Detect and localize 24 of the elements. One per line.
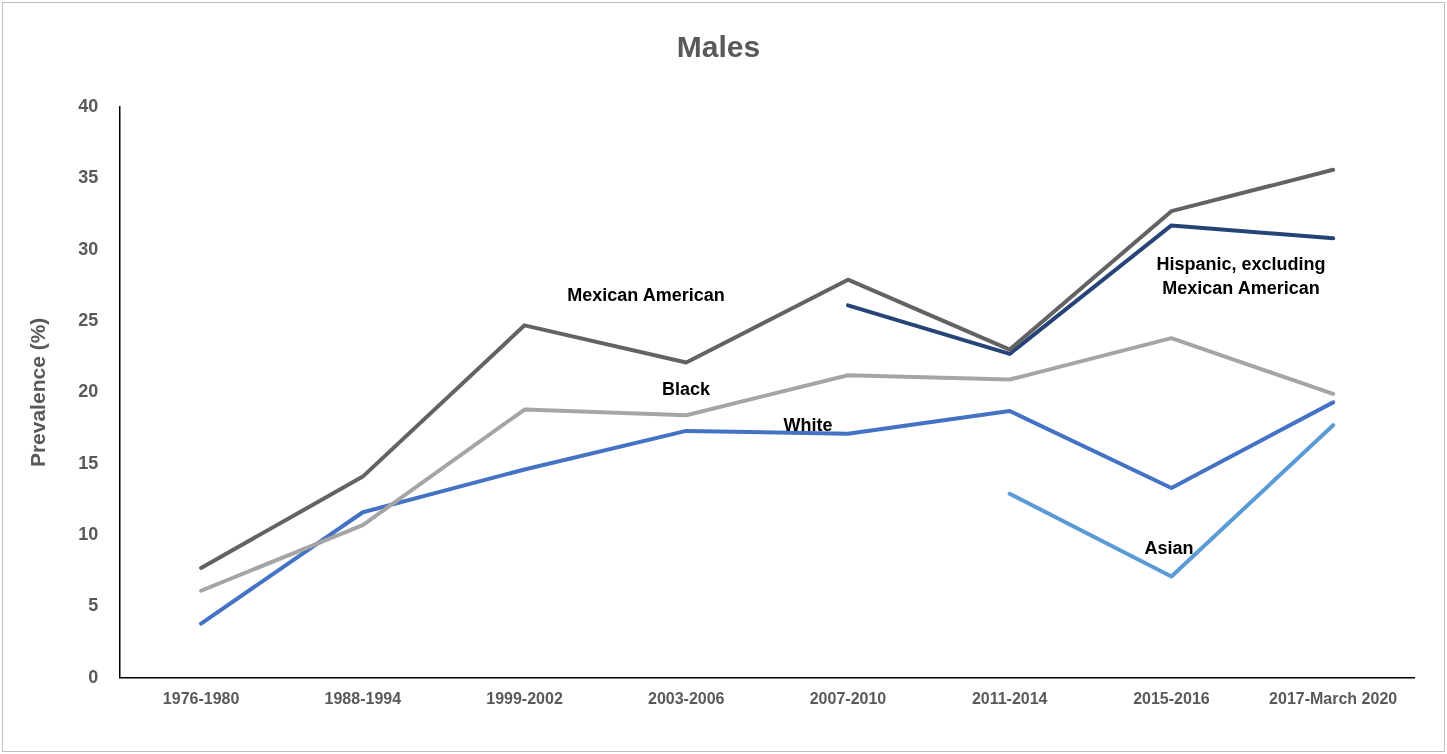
y-tick-label: 25 <box>78 310 99 331</box>
x-tick-label: 2015-2016 <box>1133 689 1210 707</box>
x-tick-label: 2003-2006 <box>647 689 725 707</box>
y-tick-label: 0 <box>88 666 99 687</box>
y-axis-title: Prevalence (%) <box>26 317 50 468</box>
x-tick-label: 1999-2002 <box>486 689 563 707</box>
chart-title: Males <box>676 30 761 64</box>
y-tick-label: 35 <box>78 167 99 188</box>
x-tick-label: 2007-2010 <box>809 689 887 707</box>
y-tick-label: 20 <box>78 381 99 402</box>
x-tick-label: 2011-2014 <box>971 689 1048 707</box>
x-tick-label: 1988-1994 <box>324 689 402 707</box>
y-tick-label: 5 <box>88 595 99 616</box>
series-label: Mexican American <box>567 284 725 305</box>
series-label: White <box>783 414 833 435</box>
x-tick-label: 1976-1980 <box>162 689 240 707</box>
y-tick-label: 30 <box>78 238 99 259</box>
series-label: Hispanic, excluding Mexican American <box>1156 253 1326 298</box>
series-label: Asian <box>1144 537 1194 558</box>
y-tick-label: 15 <box>78 452 99 473</box>
series-label: Black <box>661 378 711 399</box>
x-tick-label: 2017-March 2020 <box>1269 689 1398 707</box>
y-tick-label: 40 <box>78 95 99 116</box>
y-tick-label: 10 <box>78 524 99 545</box>
